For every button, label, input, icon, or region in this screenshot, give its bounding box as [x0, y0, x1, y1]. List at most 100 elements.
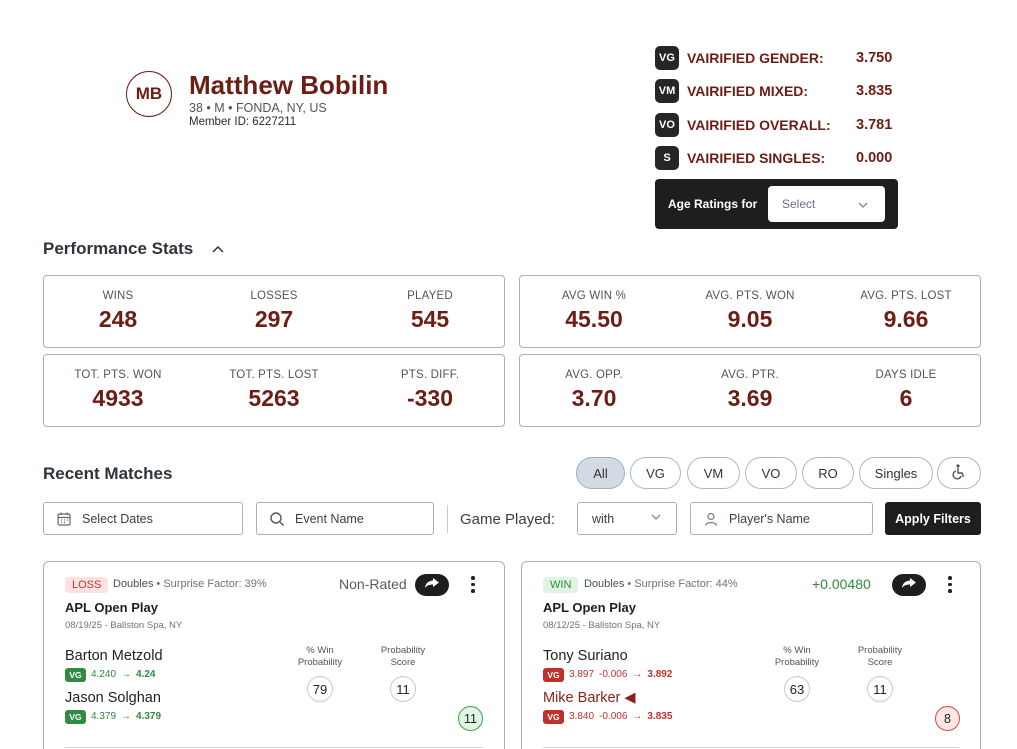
probability-score-label: Probability Score [380, 645, 426, 668]
chevron-down-icon [650, 511, 662, 526]
rating-singles: S VAIRIFIED SINGLES: 0.000 [655, 146, 892, 170]
stat-value: 9.66 [883, 306, 929, 332]
rating-delta: -0.006 [599, 669, 628, 680]
share-button[interactable] [892, 574, 926, 596]
match-status: Non-Rated [339, 576, 407, 592]
stat-value: -330 [406, 385, 454, 411]
player-rating-1: VG 4.240 → 4.24 [65, 667, 156, 682]
old-rating: 4.240 [91, 669, 117, 680]
filter-all[interactable]: All [576, 457, 625, 489]
rating-value: 3.835 [856, 83, 893, 99]
arrow-right-icon: → [632, 711, 643, 722]
stat-value: 9.05 [727, 306, 773, 332]
stat-label: LOSSES [250, 290, 298, 302]
result-tag: LOSS [65, 577, 109, 593]
stat-box-other: AVG. OPP. 3.70 AVG. PTR. 3.69 DAYS IDLE 6 [519, 354, 981, 427]
rating-value: 3.750 [856, 50, 893, 66]
stat-label: AVG WIN % [561, 290, 627, 302]
rating-label: VAIRIFIED GENDER: [687, 50, 824, 66]
rating-badge: VM [655, 79, 679, 103]
player-name-2[interactable]: Jason Solghan [65, 690, 161, 706]
arrow-right-icon: → [121, 669, 132, 680]
old-rating: 4.379 [91, 711, 117, 722]
stat-label: AVG. OPP. [565, 369, 623, 381]
new-rating: 3.835 [647, 711, 673, 722]
player-rating-2: VG 4.379 → 4.379 [65, 709, 161, 724]
stat-value: 297 [254, 306, 294, 332]
player-name-1[interactable]: Tony Suriano [543, 648, 628, 664]
match-meta: Doubles • Surprise Factor: 39% [113, 578, 267, 590]
filter-accessible[interactable] [937, 457, 981, 489]
match-type: Doubles [584, 578, 625, 590]
player-name-placeholder: Player's Name [729, 511, 810, 526]
stat-label: AVG. PTR. [721, 369, 779, 381]
more-vertical-icon[interactable] [468, 576, 478, 594]
stat-days-idle: DAYS IDLE 6 [846, 369, 966, 412]
stat-label: PLAYED [407, 290, 453, 302]
age-ratings-select[interactable]: Select [768, 186, 885, 222]
result-tag: WIN [543, 577, 579, 593]
share-icon [901, 576, 917, 594]
chevron-down-icon [857, 198, 869, 216]
arrow-right-icon: → [632, 669, 643, 680]
game-played-value: with [592, 511, 615, 526]
stat-avg-win: AVG WIN % 45.50 [534, 290, 654, 333]
share-button[interactable] [415, 574, 449, 596]
match-date: 08/19/25 - Ballston Spa, NY [65, 620, 183, 631]
stat-value: 248 [98, 306, 138, 332]
stat-tot-pts-won: TOT. PTS. WON 4933 [58, 369, 178, 412]
filter-ro[interactable]: RO [802, 457, 854, 489]
player-name-1[interactable]: Barton Metzold [65, 648, 163, 664]
stat-label: AVG. PTS. LOST [860, 290, 952, 302]
surprise-factor: Surprise Factor: 44% [634, 578, 738, 590]
stat-value: 3.70 [571, 385, 617, 411]
share-icon [424, 576, 440, 594]
apply-filters-button[interactable]: Apply Filters [885, 502, 981, 535]
old-rating: 3.897 [569, 669, 595, 680]
new-rating: 4.24 [136, 669, 156, 680]
more-vertical-icon[interactable] [945, 576, 955, 594]
stat-pts-diff: PTS. DIFF. -330 [370, 369, 490, 412]
player-rating-2: VG 3.840 -0.006 → 3.835 [543, 709, 672, 724]
player-name: Matthew Bobilin [189, 70, 389, 100]
game-played-select[interactable]: with [577, 502, 677, 535]
event-name-field[interactable]: Event Name [256, 502, 434, 535]
select-dates-label: Select Dates [82, 511, 153, 526]
rating-badge: VG [655, 46, 679, 70]
rating-badge: VG [543, 667, 564, 682]
rating-delta: -0.006 [599, 711, 628, 722]
stat-wins: WINS 248 [58, 290, 178, 333]
new-rating: 4.379 [136, 711, 162, 722]
recent-matches-title: Recent Matches [43, 464, 173, 483]
stat-value: 545 [410, 306, 450, 332]
win-probability-value: 63 [784, 676, 810, 702]
rating-label: VAIRIFIED SINGLES: [687, 150, 826, 166]
stat-tot-pts-lost: TOT. PTS. LOST 5263 [214, 369, 334, 412]
match-status: +0.00480 [812, 576, 871, 592]
match-date: 08/12/25 - Ballston Spa, NY [543, 620, 661, 631]
win-probability-label: % Win Probability [774, 645, 820, 668]
filter-vg[interactable]: VG [630, 457, 681, 489]
player-name-2[interactable]: Mike Barker ◀ [543, 690, 636, 706]
filter-vo[interactable]: VO [745, 457, 797, 489]
stat-box-totals: TOT. PTS. WON 4933 TOT. PTS. LOST 5263 PTS… [43, 354, 505, 427]
filter-vm[interactable]: VM [687, 457, 740, 489]
performance-title: Performance Stats [43, 239, 194, 258]
wheelchair-icon [950, 463, 968, 484]
match-card: LOSS Doubles • Surprise Factor: 39% Non-… [43, 561, 505, 749]
select-dates-field[interactable]: Select Dates [43, 502, 243, 535]
chevron-up-icon[interactable] [211, 242, 225, 261]
match-type: Doubles [113, 578, 154, 590]
filter-singles[interactable]: Singles [859, 457, 933, 489]
calendar-icon [56, 511, 72, 527]
stat-value: 3.69 [727, 385, 773, 411]
rating-badge: S [655, 146, 679, 170]
age-ratings-panel: Age Ratings for Select [655, 179, 898, 229]
stat-avg-pts-lost: AVG. PTS. LOST 9.66 [846, 290, 966, 333]
stat-box-record: WINS 248 LOSSES 297 PLAYED 545 [43, 275, 505, 348]
probability-score-value: 11 [390, 676, 416, 702]
rating-label: VAIRIFIED OVERALL: [687, 117, 831, 133]
player-name-field[interactable]: Player's Name [690, 502, 873, 535]
rating-badge: VO [655, 113, 679, 137]
age-ratings-label: Age Ratings for [668, 197, 758, 211]
